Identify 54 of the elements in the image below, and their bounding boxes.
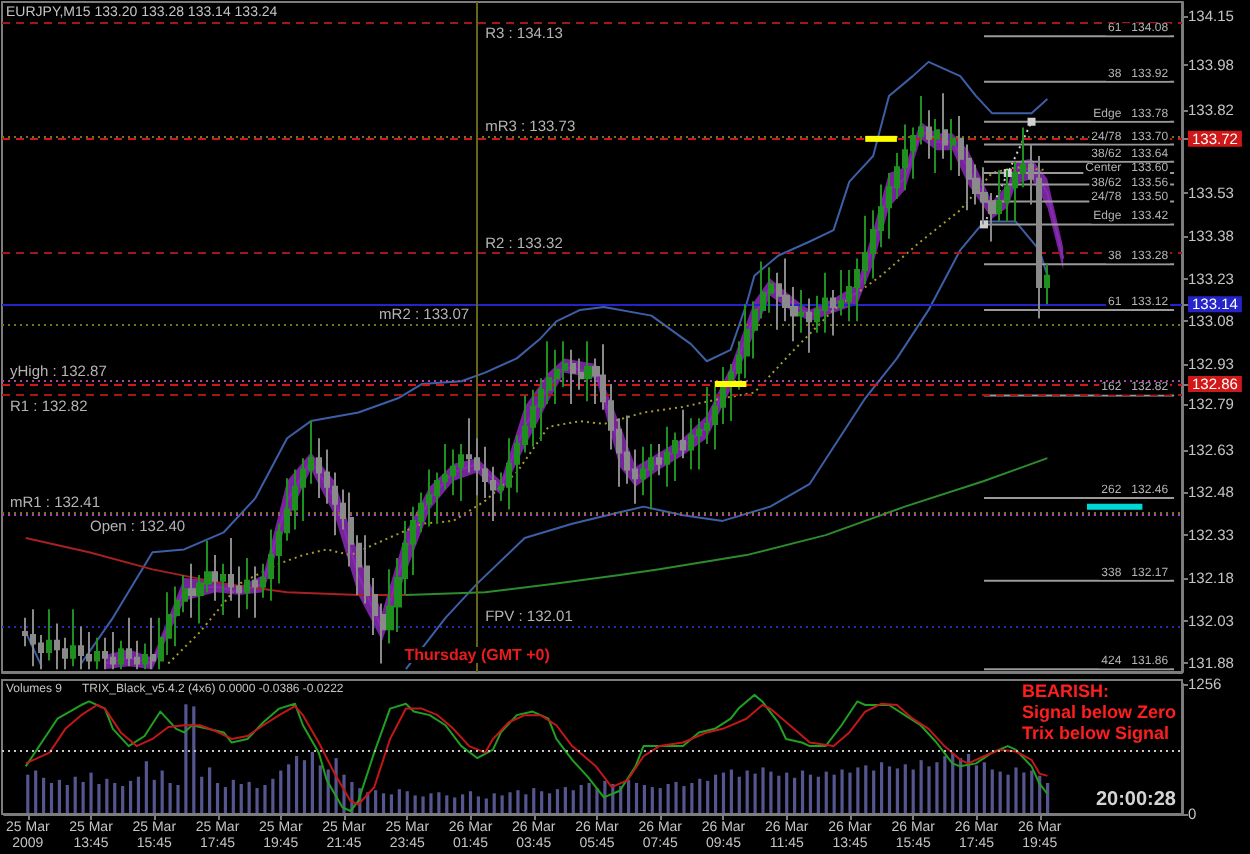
- candlestick: [950, 117, 956, 172]
- candlestick: [142, 642, 148, 671]
- candlestick: [268, 528, 274, 602]
- candlestick: [768, 266, 774, 314]
- candlestick: [86, 631, 92, 671]
- annotation: Thursday (GMT +0): [404, 645, 551, 664]
- candlestick: [70, 608, 76, 668]
- candlestick: [316, 437, 322, 500]
- candlestick: [30, 608, 36, 668]
- candlestick: [806, 297, 812, 354]
- candlestick: [830, 288, 836, 337]
- candlestick: [244, 556, 250, 611]
- candlestick: [656, 442, 662, 477]
- candlestick: [506, 437, 512, 511]
- candlestick: [664, 425, 670, 488]
- candlestick: [150, 616, 156, 671]
- candlestick: [934, 117, 940, 175]
- candlestick: [212, 554, 218, 602]
- candlestick: [458, 442, 464, 502]
- candlestick: [554, 348, 560, 405]
- candlestick: [798, 288, 804, 334]
- candlestick: [426, 468, 432, 528]
- candlestick: [450, 448, 456, 497]
- candlestick: [110, 631, 116, 671]
- candlestick: [126, 616, 132, 668]
- candlestick: [902, 123, 908, 192]
- candlestick: [926, 109, 932, 160]
- candlestick: [1044, 263, 1050, 306]
- candlestick: [102, 636, 108, 671]
- candlestick: [252, 565, 258, 619]
- annotation: BEARISH:: [1021, 681, 1110, 701]
- candlestick: [688, 417, 694, 471]
- candlestick: [46, 608, 52, 662]
- annotation: Trix below Signal: [1021, 723, 1170, 743]
- candlestick: [942, 92, 948, 160]
- candlestick: [220, 562, 226, 616]
- candlestick: [648, 442, 654, 511]
- point: [1027, 117, 1036, 126]
- candlestick: [838, 269, 844, 317]
- candlestick: [188, 562, 196, 619]
- annotation: 20:00:28: [1095, 789, 1177, 811]
- candlestick: [680, 408, 686, 460]
- line-series: [24, 537, 407, 597]
- candlestick: [94, 636, 100, 671]
- candlestick: [570, 348, 576, 405]
- candlestick: [996, 169, 1002, 223]
- annotation: Signal below Zero: [1021, 702, 1177, 722]
- candlestick: [822, 271, 828, 334]
- candlestick: [672, 431, 678, 482]
- candlestick: [118, 639, 124, 671]
- candlestick: [54, 622, 60, 671]
- candlestick: [78, 625, 84, 671]
- candlestick: [584, 340, 592, 403]
- line-series: [404, 457, 1049, 597]
